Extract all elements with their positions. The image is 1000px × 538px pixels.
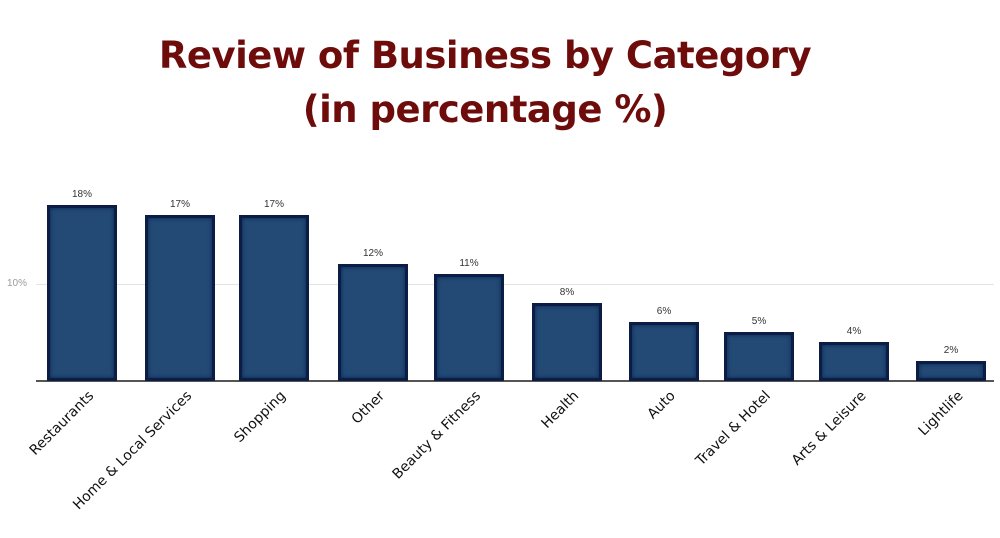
gridline-10 <box>36 284 994 285</box>
bar <box>532 303 602 381</box>
bar <box>239 215 309 381</box>
bar <box>145 215 215 381</box>
y-tick-label: 10% <box>7 278 28 289</box>
x-category-label: Arts & Leisure <box>788 388 870 469</box>
bar-value-label: 18% <box>71 189 92 200</box>
chart-subtitle: (in percentage %) <box>302 88 668 131</box>
bar <box>434 274 504 381</box>
x-category-label: Health <box>538 388 583 432</box>
bar-value-label: 11% <box>459 258 479 269</box>
x-axis-line <box>36 380 994 382</box>
bar <box>629 322 699 381</box>
bar <box>916 361 986 381</box>
bar-value-label: 6% <box>656 306 672 317</box>
bar-value-label: 17% <box>169 199 190 210</box>
bar <box>47 205 117 381</box>
x-category-label: Auto <box>645 388 680 423</box>
x-category-label: Shopping <box>231 388 290 446</box>
bar-value-label: 2% <box>943 345 959 356</box>
x-category-label: Beauty & Fitness <box>389 388 485 483</box>
chart-title: Review of Business by Category <box>158 34 812 77</box>
bar-value-label: 5% <box>751 316 767 327</box>
x-category-label: Restaurants <box>26 388 98 459</box>
bar <box>724 332 794 381</box>
x-category-label: Travel & Hotel <box>693 388 775 469</box>
bar-value-label: 4% <box>846 326 862 337</box>
bar <box>338 264 408 381</box>
bar-value-label: 8% <box>559 287 575 298</box>
bar-value-label: 17% <box>263 199 284 210</box>
x-category-label: Lightlife <box>915 388 967 440</box>
x-category-label: Other <box>348 388 389 428</box>
bar <box>819 342 889 381</box>
bar-value-label: 12% <box>362 248 383 259</box>
